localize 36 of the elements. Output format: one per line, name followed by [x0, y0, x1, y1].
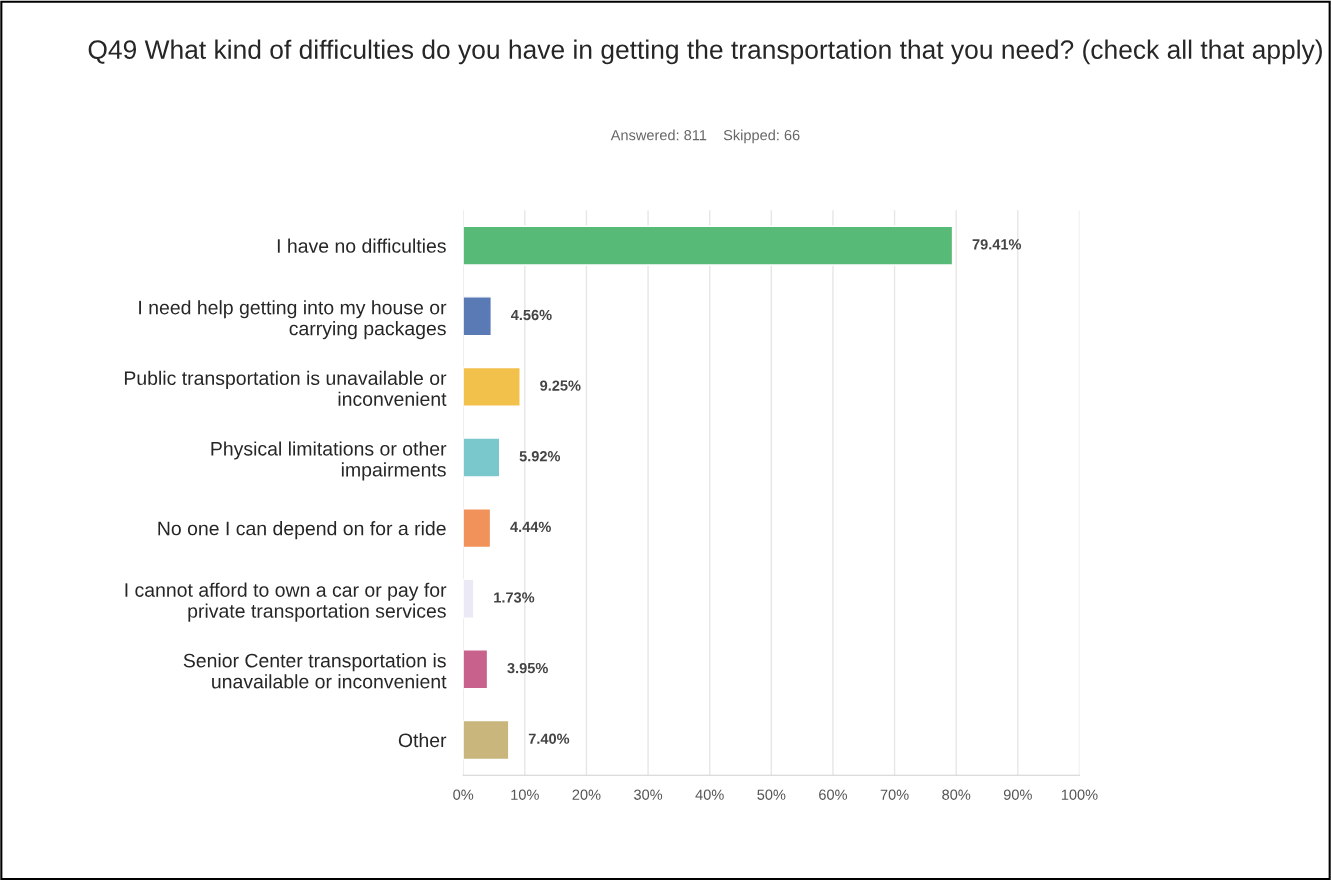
x-tick-label: 60% — [819, 789, 848, 800]
x-tick-label: 50% — [757, 789, 786, 800]
x-tick-label: 70% — [880, 789, 909, 800]
bar — [463, 649, 489, 690]
data-label: 7.40% — [528, 733, 570, 744]
chart-title: Q49 What kind of difficulties do you have in getting the transportation that you need? (check all that apply) — [88, 39, 1322, 65]
data-label: 9.25% — [540, 380, 581, 391]
x-tick-label: 90% — [1003, 789, 1032, 800]
y-tick-label: Senior Center transportation is unavailable or inconvenient — [183, 653, 447, 689]
bar — [463, 437, 501, 478]
x-tick-label: 100% — [1061, 789, 1098, 800]
x-tick-label: 20% — [572, 789, 601, 800]
data-label: 5.92% — [519, 451, 561, 462]
bar — [463, 507, 492, 549]
y-tick-label: I have no difficulties — [277, 238, 446, 253]
x-tick-label: 0% — [453, 789, 474, 800]
data-label: 4.44% — [510, 521, 551, 532]
data-label: 3.95% — [507, 662, 548, 674]
bar — [463, 719, 510, 761]
y-tick-label: I need help getting into my house or carrying packages — [139, 300, 447, 340]
y-tick-label: Public transportation is unavailable or inconvenient — [124, 370, 447, 406]
y-tick-label: I cannot afford to own a car or pay for private transportation services — [125, 582, 447, 622]
data-label: 4.56% — [510, 309, 552, 321]
x-tick-label: 30% — [634, 789, 663, 800]
bar — [463, 296, 492, 337]
data-label: 79.41% — [972, 239, 1022, 250]
bar — [463, 366, 521, 407]
data-label: 1.73% — [494, 592, 535, 603]
bar — [463, 225, 954, 266]
y-tick-label: No one I can depend on for a ride — [158, 521, 446, 540]
y-tick-label: Physical limitations or other impairments — [211, 441, 447, 481]
x-tick-label: 80% — [942, 789, 971, 800]
y-tick-label: Other — [398, 732, 447, 748]
chart-subtitle: Answered: 811 Skipped: 66 — [610, 129, 800, 144]
x-tick-label: 10% — [511, 789, 539, 800]
x-tick-label: 40% — [695, 789, 724, 800]
